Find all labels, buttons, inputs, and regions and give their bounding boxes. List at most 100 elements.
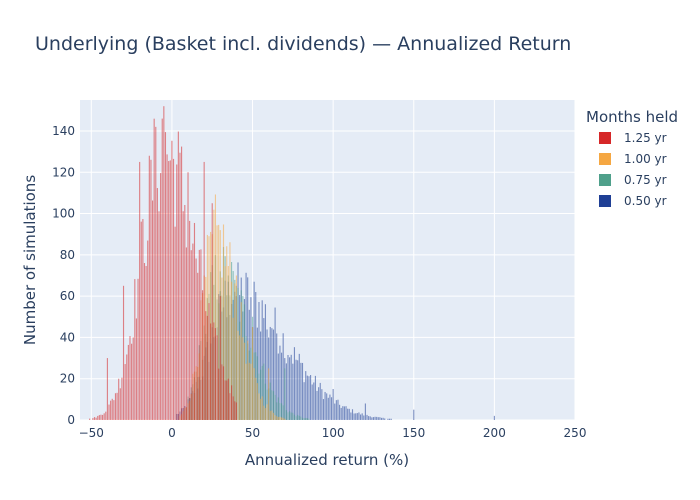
histogram-bar: [276, 416, 278, 420]
histogram-bar: [260, 398, 262, 420]
histogram-bar: [126, 354, 128, 420]
histogram-bar: [274, 394, 276, 420]
x-tick-label: 200: [483, 426, 506, 440]
histogram-bar: [211, 203, 213, 420]
histogram-bar: [260, 369, 262, 420]
histogram-bar: [143, 263, 146, 420]
legend-item[interactable]: 1.25 yr: [599, 131, 667, 145]
histogram-bar: [413, 409, 415, 420]
legend-item[interactable]: 1.00 yr: [599, 152, 667, 166]
histogram-bar: [264, 408, 266, 420]
histogram-bar: [264, 383, 266, 420]
legend: Months held 1.25 yr 1.00 yr 0.75 yr 0.50 yr: [586, 108, 678, 208]
histogram-bar: [263, 363, 265, 420]
histogram-bar: [301, 417, 304, 420]
histogram-bar: [298, 415, 300, 420]
legend-title: Months held: [586, 108, 678, 126]
histogram-bar: [274, 307, 276, 420]
histogram-bar: [213, 322, 215, 420]
y-tick-label: 120: [52, 165, 75, 179]
histogram-bar: [266, 404, 268, 420]
histogram-bar: [371, 417, 373, 420]
histogram-bar: [222, 224, 225, 420]
histogram-bar: [239, 335, 241, 420]
histogram-bar: [153, 118, 155, 420]
histogram-bar: [272, 391, 275, 420]
histogram-bar: [132, 337, 134, 420]
histogram-bar: [182, 211, 184, 420]
histogram-bar: [306, 418, 308, 420]
y-tick-label: 20: [60, 372, 75, 386]
histogram-bar: [356, 413, 358, 420]
histogram-bar: [198, 249, 200, 420]
histogram-bar: [201, 290, 204, 420]
histogram-bar: [168, 161, 170, 420]
histogram-bar: [355, 413, 357, 420]
histogram-bar: [303, 418, 305, 420]
histogram-bar: [493, 415, 495, 420]
histogram-bar: [114, 393, 117, 420]
histogram-bar: [221, 364, 223, 420]
histogram-bar: [111, 398, 113, 420]
histogram-bar: [227, 378, 229, 420]
chart-title: Underlying (Basket incl. dividends) — An…: [35, 33, 571, 55]
histogram-bar: [95, 417, 97, 420]
legend-label: 0.75 yr: [624, 173, 667, 187]
histogram-bar: [234, 283, 236, 420]
histogram-bar: [321, 389, 323, 420]
histogram-bar: [280, 417, 283, 420]
histogram-bar: [155, 126, 157, 420]
histogram-bar: [232, 396, 234, 420]
histogram-bar: [293, 414, 296, 420]
histogram-bar: [314, 375, 316, 420]
histogram-bar: [227, 266, 229, 420]
histogram-bar: [214, 328, 217, 420]
histogram-bar: [110, 400, 112, 420]
y-tick-label: 140: [52, 124, 75, 138]
histogram-bar: [269, 382, 271, 420]
histogram-bar: [284, 418, 286, 420]
histogram-bar: [251, 327, 254, 420]
histogram-bar: [285, 363, 287, 420]
histogram-bar: [214, 194, 217, 420]
histogram-bar: [279, 416, 281, 420]
histogram-bar: [340, 407, 342, 420]
histogram-bar: [129, 336, 131, 420]
histogram-bar: [272, 329, 275, 420]
histogram-bar: [218, 368, 220, 420]
histogram-bar: [203, 161, 205, 420]
x-tick-label: 100: [322, 426, 345, 440]
histogram-bar: [295, 416, 297, 420]
histogram-bar: [268, 368, 270, 420]
histogram-bar: [374, 416, 376, 420]
histogram-bar: [269, 326, 271, 420]
histogram-bar: [156, 188, 158, 420]
histogram-bar: [368, 416, 370, 420]
histogram-bar: [235, 402, 237, 420]
histogram-bar: [364, 403, 366, 420]
histogram-bar: [308, 376, 310, 420]
histogram-bar: [261, 396, 263, 420]
histogram-bar: [339, 404, 341, 420]
histogram-bar: [253, 368, 255, 420]
histogram-bar: [305, 417, 307, 420]
histogram-bar: [337, 399, 339, 420]
histogram-bar: [280, 403, 283, 420]
legend-item[interactable]: 0.75 yr: [599, 173, 667, 187]
histogram-bar: [150, 159, 152, 420]
histogram-bar: [334, 403, 336, 420]
histogram-bar: [266, 329, 268, 420]
histogram-bar: [379, 417, 381, 420]
legend-swatch: [599, 153, 611, 165]
legend-item[interactable]: 0.50 yr: [599, 194, 667, 208]
histogram-bar: [277, 353, 279, 420]
histogram-bar: [210, 323, 212, 420]
histogram-bar: [121, 377, 123, 420]
histogram-bar: [310, 375, 312, 420]
histogram-bar: [282, 333, 284, 420]
histogram-bar: [245, 363, 247, 420]
histogram-bar: [151, 200, 154, 420]
y-tick-label: 80: [60, 248, 75, 262]
